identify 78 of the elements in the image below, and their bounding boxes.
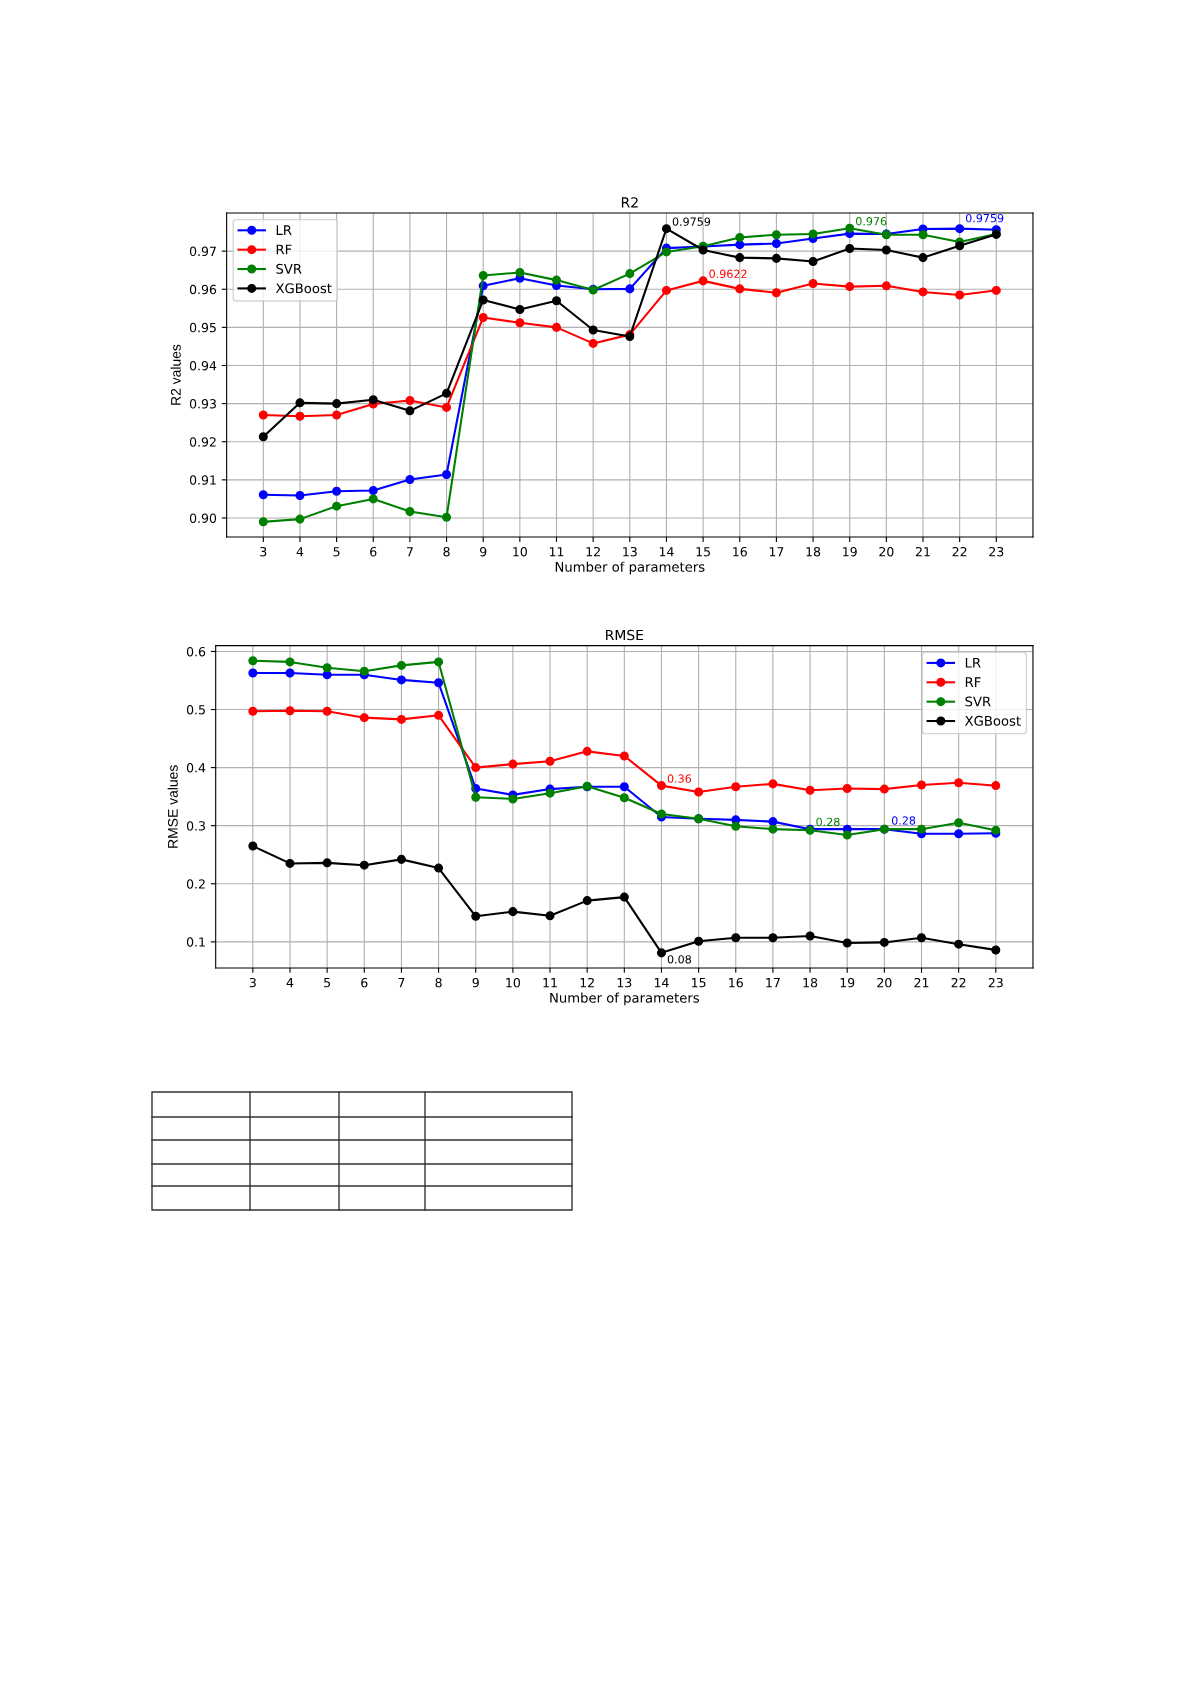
legend-label: SVR: [965, 696, 991, 707]
x-tick-label: 10: [506, 977, 520, 988]
x-tick-label: 7: [398, 978, 405, 988]
legend-label: RF: [965, 677, 981, 687]
x-tick-label: 18: [806, 546, 821, 557]
x-tick-label: 12: [586, 546, 600, 557]
x-tick-label: 14: [659, 547, 674, 557]
x-tick-label: 21: [915, 546, 930, 557]
x-tick-label: 18: [803, 977, 818, 988]
x-tick-label: 11: [549, 547, 564, 557]
y-tick-label: 0.1: [186, 937, 205, 947]
annotation: 0.9622: [709, 269, 747, 279]
x-tick-label: 5: [324, 978, 331, 988]
x-tick-label: 10: [513, 546, 527, 557]
x-tick-label: 20: [879, 546, 894, 557]
x-tick-label: 22: [952, 546, 967, 557]
y-axis-title: RMSE values: [167, 765, 178, 848]
x-tick-label: 19: [840, 977, 855, 988]
x-tick-label: 8: [435, 977, 442, 988]
x-tick-label: 8: [443, 546, 450, 557]
y-tick-label: 0.93: [189, 399, 216, 409]
x-tick-label: 16: [733, 546, 747, 557]
x-tick-label: 13: [617, 977, 632, 988]
x-tick-label: 20: [877, 977, 892, 988]
y-tick-label: 0.97: [189, 246, 216, 257]
y-tick-label: 0.3: [186, 821, 205, 831]
y-axis-title: R2 values: [170, 344, 181, 405]
legend-label: LR: [965, 657, 981, 668]
legend-label: XGBoost: [964, 715, 1021, 726]
y-tick-label: 0.95: [189, 322, 216, 333]
x-tick-label: 12: [580, 977, 594, 988]
x-tick-label: 4: [286, 978, 294, 988]
x-tick-label: 11: [543, 978, 557, 988]
x-axis-title: Number of parameters: [555, 561, 705, 575]
x-tick-label: 16: [729, 977, 743, 988]
x-tick-label: 3: [260, 546, 267, 557]
legend-label: SVR: [276, 263, 302, 274]
y-tick-label: 0.90: [189, 513, 217, 523]
x-tick-label: 14: [654, 978, 669, 988]
annotation: 0.08: [667, 955, 692, 964]
x-tick-label: 15: [696, 547, 710, 557]
legend-label: RF: [276, 244, 292, 255]
y-tick-label: 0.94: [189, 360, 217, 371]
x-tick-label: 6: [370, 546, 377, 557]
x-tick-label: 23: [989, 546, 1004, 557]
x-tick-label: 3: [249, 977, 256, 988]
annotation: 0.28: [891, 816, 916, 825]
annotation: 0.36: [667, 774, 692, 783]
x-tick-label: 17: [766, 978, 780, 988]
x-tick-label: 13: [623, 546, 637, 557]
y-tick-label: 0.2: [186, 879, 205, 889]
annotation: 0.9759: [965, 213, 1004, 223]
y-tick-label: 0.6: [186, 646, 206, 657]
annotation: 0.976: [855, 217, 887, 226]
chart-title: R2: [621, 197, 638, 208]
x-tick-label: 9: [472, 977, 479, 988]
x-tick-label: 6: [361, 977, 368, 988]
x-tick-label: 21: [914, 977, 929, 988]
x-tick-label: 17: [769, 547, 784, 557]
y-tick-label: 0.5: [186, 705, 205, 715]
y-tick-label: 0.96: [189, 284, 217, 295]
annotation: 0.9759: [672, 217, 711, 226]
legend-label: LR: [276, 225, 292, 235]
x-tick-label: 9: [480, 546, 487, 557]
legend-label: XGBoost: [275, 283, 332, 294]
annotation: 0.28: [816, 817, 840, 827]
x-tick-label: 5: [333, 547, 340, 557]
x-tick-label: 19: [843, 546, 857, 557]
x-tick-label: 15: [692, 978, 706, 988]
y-tick-label: 0.91: [189, 475, 216, 485]
chart-title: RMSE: [606, 629, 644, 641]
y-tick-label: 0.4: [186, 763, 206, 773]
y-tick-label: 0.92: [189, 437, 216, 447]
x-tick-label: 7: [406, 547, 413, 557]
x-tick-label: 4: [296, 547, 304, 557]
x-axis-title: Number of parameters: [550, 992, 699, 1006]
x-tick-label: 22: [951, 977, 966, 988]
x-tick-label: 23: [988, 977, 1003, 988]
